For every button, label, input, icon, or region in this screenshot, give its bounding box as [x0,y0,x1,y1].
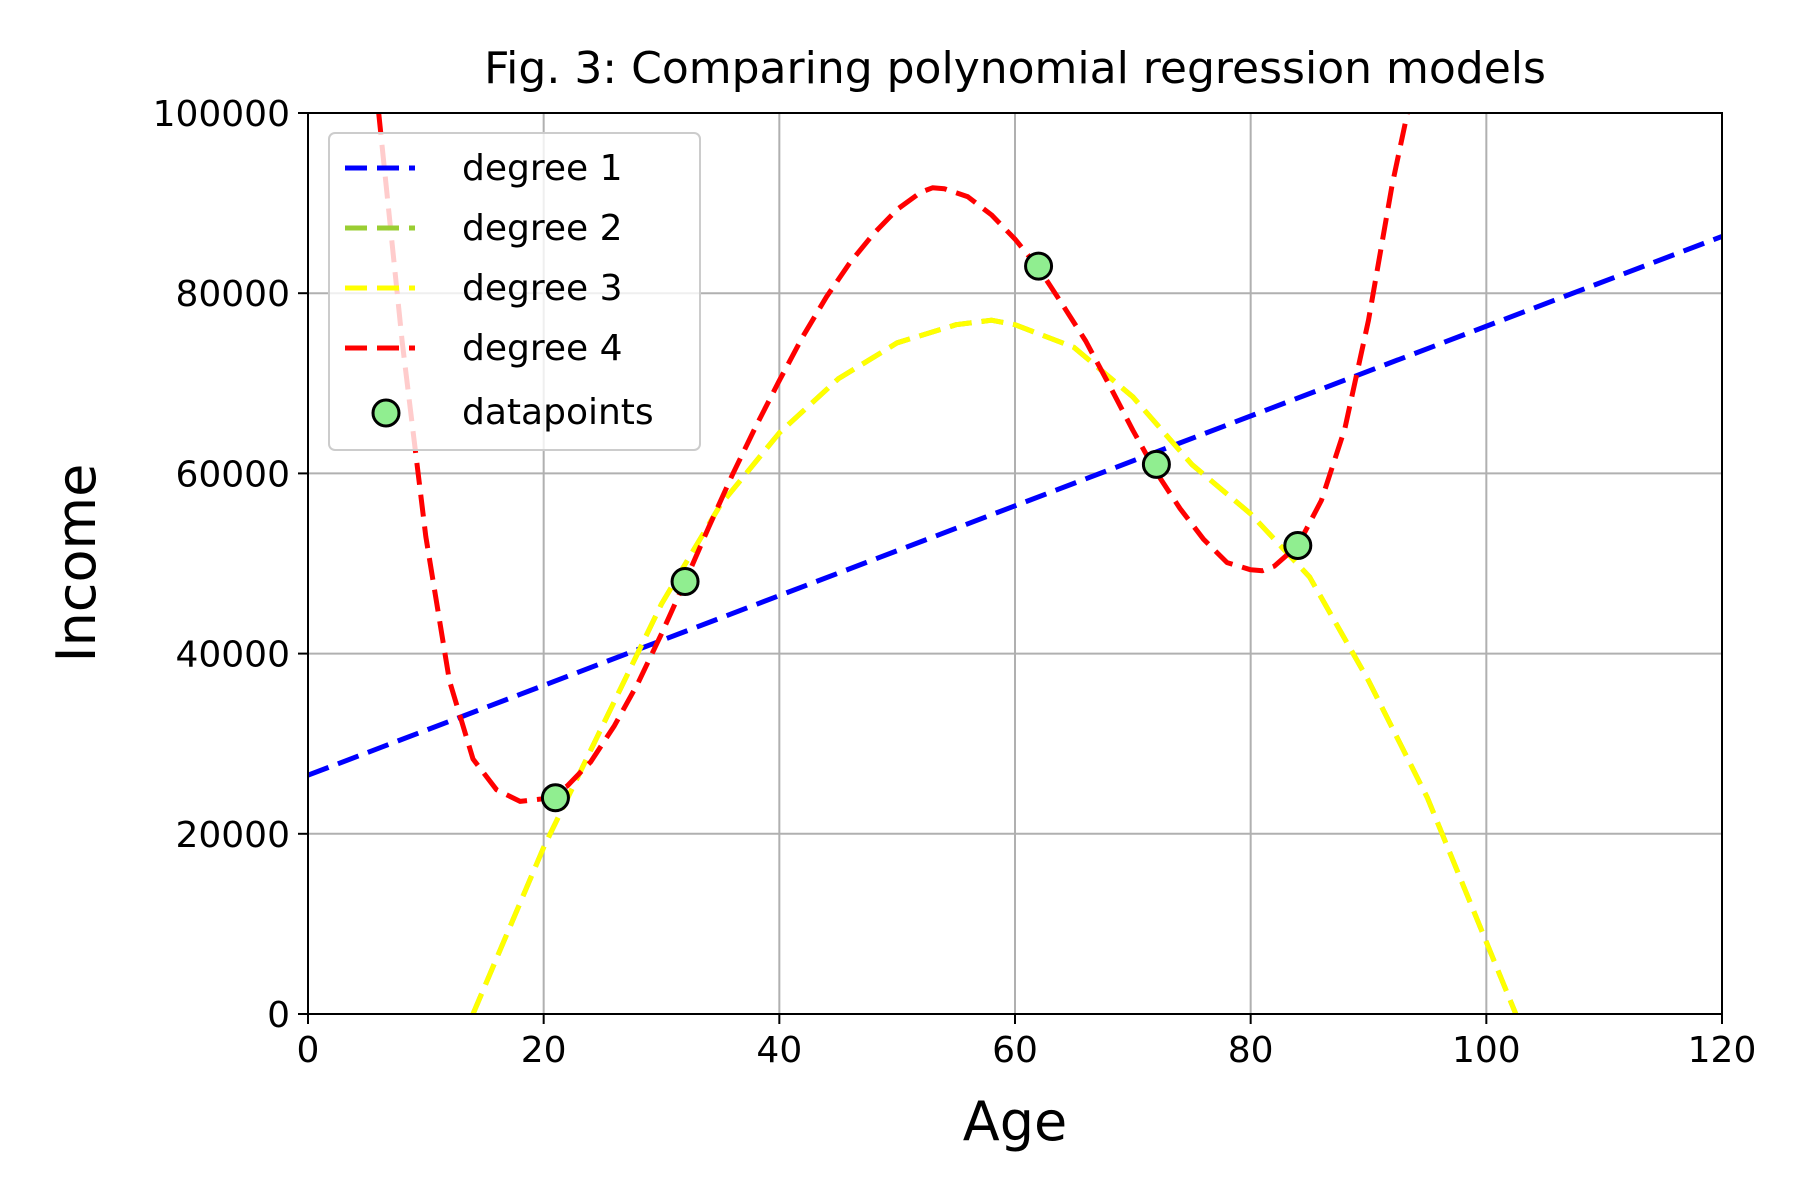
series-line-degree-1 [308,234,1722,778]
y-axis-label: Income [45,464,108,663]
x-tick-label: 20 [521,1030,567,1071]
datapoint [1141,449,1171,479]
chart-title: Fig. 3: Comparing polynomial regression … [484,43,1546,94]
x-axis-label: Age [963,1090,1067,1153]
legend-label-degree-2: degree 2 [462,208,623,249]
datapoints-layer [540,251,1313,813]
x-tick-label: 100 [1452,1030,1521,1071]
series-line-degree-3 [470,317,1519,1014]
datapoint [1024,251,1054,281]
y-tick-label: 40000 [175,635,290,676]
legend-label-degree-3: degree 3 [462,268,623,309]
x-axis-ticks: 0 20 40 60 80 100 120 [297,1014,1757,1071]
datapoint [540,783,570,813]
x-tick-label: 120 [1688,1030,1757,1071]
series-line-degree-4 [376,113,1410,804]
datapoint [670,567,700,597]
y-tick-label: 20000 [175,815,290,856]
legend-label-degree-4: degree 4 [462,328,623,369]
y-tick-label: 100000 [153,94,290,135]
x-tick-label: 60 [992,1030,1038,1071]
legend-box [328,132,701,451]
legend-label-datapoints: datapoints [462,392,654,433]
legend: degree 1 degree 2 degree 3 degree 4 data… [328,132,701,451]
x-tick-label: 40 [756,1030,802,1071]
x-tick-label: 0 [297,1030,320,1071]
x-tick-label: 80 [1228,1030,1274,1071]
legend-marker-datapoints [371,398,401,428]
y-tick-label: 80000 [175,274,290,315]
y-tick-label: 0 [267,995,290,1036]
y-tick-label: 60000 [175,454,290,495]
datapoint [1283,530,1313,560]
y-axis-ticks: 0 20000 40000 60000 80000 100000 [153,94,308,1036]
legend-label-degree-1: degree 1 [462,148,623,189]
series-layer [308,113,1722,1014]
